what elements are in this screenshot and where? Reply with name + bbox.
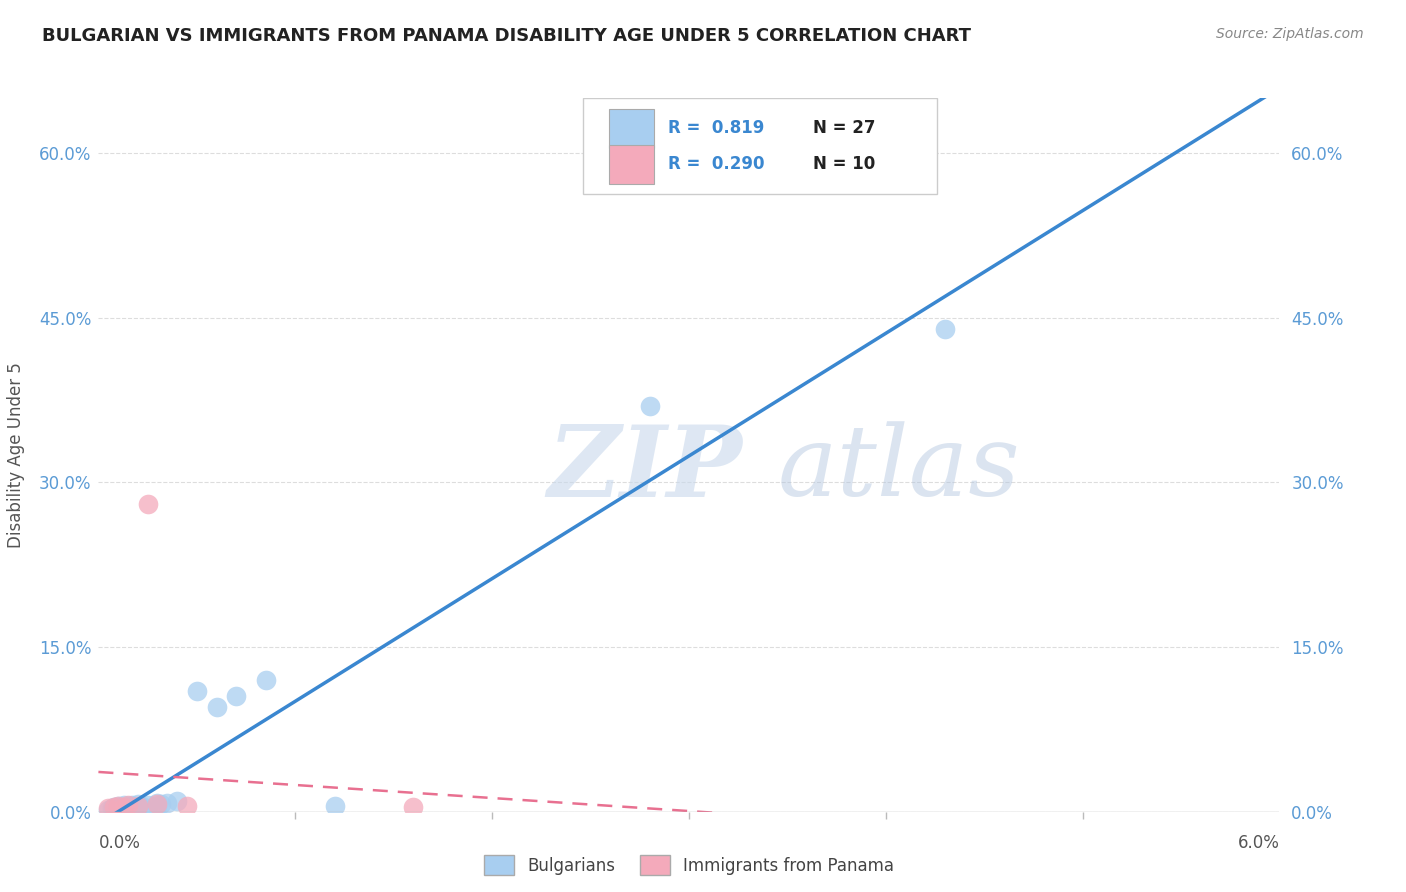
Text: R =  0.819: R = 0.819 (668, 120, 763, 137)
Text: ZIP: ZIP (547, 421, 742, 517)
Point (205, 700, 228, 714)
Point (117, 798, 139, 813)
Point (127, 797, 149, 811)
Point (107, 799, 129, 814)
Point (146, 797, 169, 811)
Point (117, 800, 139, 814)
Y-axis label: Disability Age Under 5: Disability Age Under 5 (7, 362, 25, 548)
Point (136, 798, 159, 813)
Text: 0.0%: 0.0% (98, 834, 141, 852)
Point (97, 801, 120, 815)
Point (107, 801, 129, 815)
Point (112, 800, 135, 814)
Point (136, 497, 159, 511)
Point (103, 800, 125, 814)
Point (323, 799, 346, 814)
Point (107, 799, 129, 814)
Point (156, 796, 179, 810)
Point (225, 690, 247, 704)
Point (101, 801, 124, 815)
Point (112, 798, 135, 813)
Bar (609, 109, 654, 148)
Text: N = 10: N = 10 (813, 155, 875, 173)
Legend: Bulgarians, Immigrants from Panama: Bulgarians, Immigrants from Panama (477, 848, 901, 882)
Point (127, 799, 149, 814)
Point (166, 794, 188, 808)
Point (150, 797, 173, 811)
Text: atlas: atlas (778, 422, 1021, 516)
Bar (609, 145, 654, 184)
Point (131, 799, 153, 814)
Point (97, 803, 120, 817)
FancyBboxPatch shape (582, 98, 936, 194)
Point (146, 796, 169, 810)
Point (103, 800, 125, 814)
Text: Source: ZipAtlas.com: Source: ZipAtlas.com (1216, 27, 1364, 41)
Point (146, 799, 169, 814)
Text: R =  0.290: R = 0.290 (668, 155, 765, 173)
Point (122, 799, 145, 814)
Point (176, 799, 198, 814)
Point (121, 798, 143, 813)
Point (111, 800, 134, 814)
Point (117, 799, 139, 814)
Text: BULGARIAN VS IMMIGRANTS FROM PANAMA DISABILITY AGE UNDER 5 CORRELATION CHART: BULGARIAN VS IMMIGRANTS FROM PANAMA DISA… (42, 27, 972, 45)
Text: N = 27: N = 27 (813, 120, 876, 137)
Point (127, 800, 149, 814)
Point (402, 800, 425, 814)
Point (186, 684, 208, 698)
Point (638, 399, 661, 413)
Point (934, 321, 956, 335)
Text: 6.0%: 6.0% (1237, 834, 1279, 852)
Point (254, 673, 277, 687)
